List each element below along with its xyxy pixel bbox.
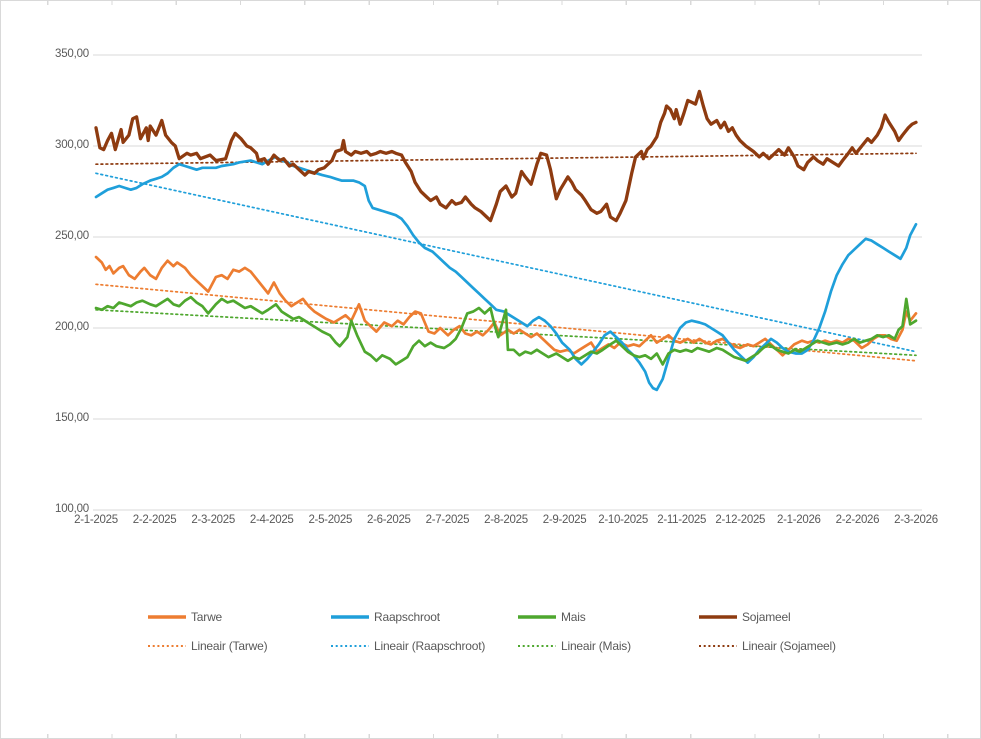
x-axis-tick-label: 2-12-2025 [715,514,766,526]
x-axis-tick-label: 2-8-2025 [484,514,528,526]
legend-item-raapschroot[interactable]: Raapschroot [331,610,440,624]
legend-item-lineair-tarwe[interactable]: Lineair (Tarwe) [148,639,268,653]
series-line-mais[interactable] [94,295,918,366]
x-axis-tick-label: 2-11-2025 [657,514,707,526]
series-line-raapschroot[interactable] [94,155,918,392]
legend-label: Lineair (Mais) [561,639,631,653]
y-axis-tick-label: 100,00 [55,503,89,515]
plot-area [93,54,922,511]
legend-swatch-icon [699,645,737,647]
legend-swatch-icon [148,645,186,647]
series-line-tarwe[interactable] [94,255,918,357]
legend-swatch-icon [331,645,369,647]
legend-label: Lineair (Tarwe) [191,639,268,653]
y-axis-tick-label: 200,00 [55,321,89,333]
x-axis-tick-label: 2-6-2025 [367,514,411,526]
legend-item-lineair-mais[interactable]: Lineair (Mais) [518,639,631,653]
legend-item-mais[interactable]: Mais [518,610,586,624]
x-axis-tick-label: 2-7-2025 [425,514,470,526]
y-axis-tick-label: 300,00 [55,139,89,151]
y-axis-tick-label: 150,00 [55,412,89,424]
y-axis-tick-label: 250,00 [55,230,89,242]
legend-label: Lineair (Sojameel) [742,639,836,653]
x-axis-tick-label: 2-3-2025 [191,514,235,526]
x-axis-tick-label: 2-2-2026 [835,514,880,526]
legend-label: Raapschroot [374,610,440,624]
legend-item-sojameel[interactable]: Sojameel [699,610,791,624]
trendline-lineair-raapschroot[interactable] [95,172,917,353]
x-axis-tick-label: 2-10-2025 [598,514,648,526]
legend-label: Mais [561,610,586,624]
legend-label: Sojameel [742,610,791,624]
x-axis-tick-label: 2-1-2026 [777,514,821,526]
x-axis-tick-label: 2-5-2025 [308,514,353,526]
x-axis-tick-label: 2-9-2025 [542,514,587,526]
x-axis-tick-label: 2-3-2026 [894,514,938,526]
legend-item-lineair-sojameel[interactable]: Lineair (Sojameel) [699,639,836,653]
legend-swatch-icon [518,615,556,619]
legend-swatch-icon [331,615,369,619]
legend-swatch-icon [148,615,186,619]
legend-item-tarwe[interactable]: Tarwe [148,610,222,624]
x-axis-tick-label: 2-1-2025 [74,514,118,526]
legend-label: Lineair (Raapschroot) [374,639,486,653]
trendline-lineair-sojameel[interactable] [95,152,917,166]
legend-item-lineair-raapschroot[interactable]: Lineair (Raapschroot) [331,639,485,653]
series-line-sojameel[interactable] [94,89,918,223]
legend-swatch-icon [518,645,556,647]
legend-label: Tarwe [191,610,223,624]
x-axis-tick-label: 2-4-2025 [249,514,294,526]
legend-swatch-icon [699,615,737,619]
x-axis-tick-label: 2-2-2025 [132,514,177,526]
y-axis-tick-label: 350,00 [55,48,89,60]
